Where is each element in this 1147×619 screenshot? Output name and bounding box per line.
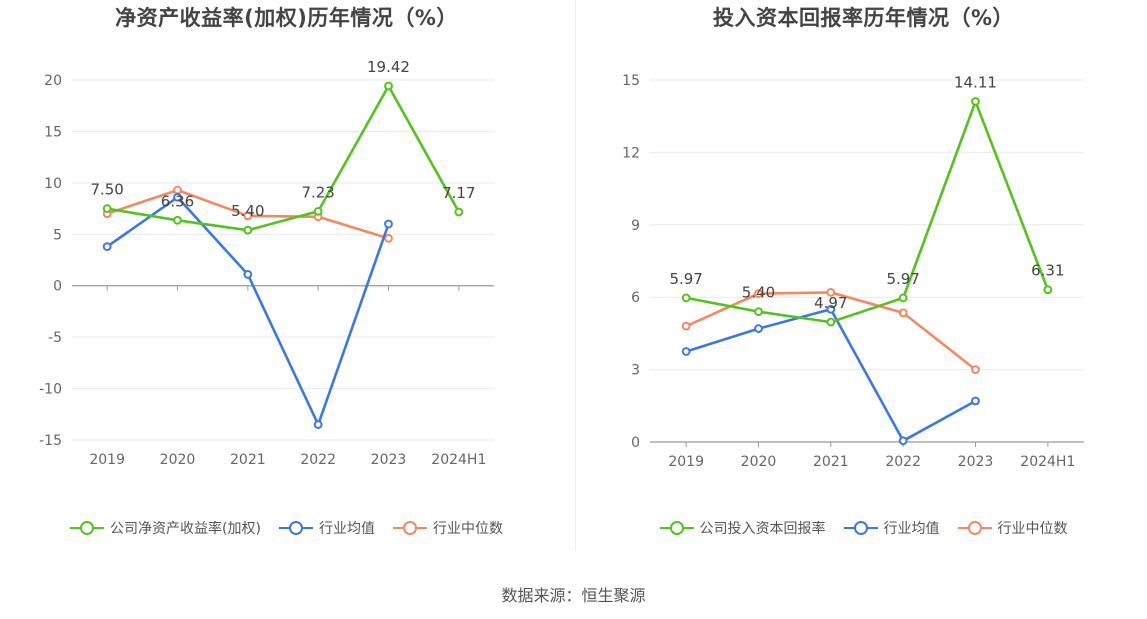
data-point xyxy=(681,321,691,331)
series-line xyxy=(685,308,977,443)
data-point xyxy=(1043,285,1053,295)
chart-title: 投入资本回报率历年情况（%） xyxy=(712,6,1015,30)
legend-swatch-icon xyxy=(957,521,992,535)
y-tick-label: 15 xyxy=(44,124,62,140)
series-line xyxy=(106,84,460,232)
data-label: 7.23 xyxy=(301,183,334,201)
data-point xyxy=(173,192,182,202)
y-tick-label: 12 xyxy=(622,145,640,161)
data-point xyxy=(898,436,908,446)
y-tick-label: 20 xyxy=(44,73,62,89)
legend-swatch-icon xyxy=(278,521,313,535)
y-tick-label: -10 xyxy=(39,382,62,398)
y-tick-label: 6 xyxy=(631,290,640,306)
x-tick-label: 2021 xyxy=(230,452,266,468)
y-tick-label: 5 xyxy=(53,227,62,243)
data-point xyxy=(971,365,980,375)
roe-chart-panel: 净资产收益率(加权)历年情况（%） 20 15 10 5 0 -5 -10 -15 2019 20… xyxy=(0,0,573,560)
x-tick-label: 2024H1 xyxy=(1020,454,1075,470)
data-point xyxy=(681,347,691,356)
legend-item[interactable]: 行业均值 xyxy=(843,518,940,538)
data-point xyxy=(384,81,393,91)
x-tick-label: 2019 xyxy=(668,454,704,470)
legend-label: 行业中位数 xyxy=(432,521,503,537)
legend-label: 行业均值 xyxy=(318,521,375,537)
data-label: 5.97 xyxy=(669,270,702,288)
legend-label: 公司投入资本回报率 xyxy=(699,521,826,537)
data-point xyxy=(681,293,691,303)
data-point xyxy=(826,317,836,327)
y-tick-label: 9 xyxy=(631,218,640,234)
y-tick-label: 10 xyxy=(44,176,62,192)
y-tick-label: 0 xyxy=(53,279,62,295)
data-point xyxy=(898,293,908,303)
x-tick-label: 2023 xyxy=(371,452,407,468)
y-tick-label: 15 xyxy=(622,73,640,89)
data-point xyxy=(313,420,323,429)
data-point xyxy=(754,324,763,333)
x-tick-label: 2020 xyxy=(160,452,196,468)
data-label: 14.11 xyxy=(954,73,997,91)
x-tick-label: 2024H1 xyxy=(431,452,486,468)
x-tick-label: 2019 xyxy=(89,452,125,468)
roe-line-chart: 20 15 10 5 0 -5 -10 -15 2019 2020 2021 2022 2023 2024… xyxy=(39,58,494,468)
data-point xyxy=(826,287,836,297)
data-source: 数据来源：恒生聚源 xyxy=(501,586,646,605)
legend-item[interactable]: 公司投入资本回报率 xyxy=(659,518,826,538)
legend-item[interactable]: 公司净资产收益率(加权) xyxy=(70,518,261,538)
legend-label: 行业中位数 xyxy=(997,521,1068,537)
data-point xyxy=(243,211,253,221)
chart-legend: 公司净资产收益率(加权) 行业均值 行业中位数 xyxy=(0,518,573,538)
data-point xyxy=(102,204,112,213)
legend-swatch-icon xyxy=(843,521,878,535)
data-point xyxy=(173,215,182,225)
data-label: 5.40 xyxy=(742,284,775,302)
x-tick-label: 2022 xyxy=(885,454,921,470)
legend-item[interactable]: 行业中位数 xyxy=(392,518,503,538)
panel-divider xyxy=(575,0,576,550)
data-point xyxy=(102,242,112,252)
data-point xyxy=(754,307,763,317)
data-point xyxy=(384,219,393,229)
roic-chart-panel: 投入资本回报率历年情况（%） 15 12 9 6 3 0 2019 2020 2021 2022 2… xyxy=(577,0,1147,560)
data-label: 5.97 xyxy=(886,270,919,288)
data-point xyxy=(243,270,253,279)
data-point xyxy=(898,308,908,318)
legend-swatch-icon xyxy=(392,521,427,535)
x-tick-label: 2022 xyxy=(300,452,336,468)
data-label: 5.40 xyxy=(231,202,264,220)
data-point xyxy=(384,234,393,243)
y-tick-label: 3 xyxy=(631,363,640,379)
legend-item[interactable]: 行业均值 xyxy=(278,518,375,538)
data-label: 4.97 xyxy=(814,294,847,312)
roic-line-chart: 15 12 9 6 3 0 2019 2020 2021 2022 2023 2024H1 5.97 5.… xyxy=(622,73,1084,470)
data-label: 19.42 xyxy=(367,58,410,76)
legend-swatch-icon xyxy=(70,521,105,535)
data-label: 6.36 xyxy=(161,192,194,210)
data-point xyxy=(971,396,980,406)
x-tick-label: 2023 xyxy=(958,454,994,470)
data-label: 6.31 xyxy=(1031,262,1064,280)
data-point xyxy=(243,225,253,235)
data-point xyxy=(826,304,836,314)
x-tick-label: 2021 xyxy=(813,454,849,470)
legend-label: 行业均值 xyxy=(883,521,940,537)
y-tick-label: -5 xyxy=(48,330,62,346)
y-tick-label: 0 xyxy=(631,435,640,451)
y-tick-label: -15 xyxy=(39,433,62,449)
data-point xyxy=(454,207,464,217)
chart-legend: 公司投入资本回报率 行业均值 行业中位数 xyxy=(577,518,1147,538)
legend-item[interactable]: 行业中位数 xyxy=(957,518,1068,538)
data-point xyxy=(971,97,980,106)
data-point xyxy=(313,206,323,216)
data-label: 7.50 xyxy=(90,181,123,199)
data-point xyxy=(754,289,763,298)
series-line xyxy=(685,100,1050,324)
legend-label: 公司净资产收益率(加权) xyxy=(110,521,261,537)
legend-swatch-icon xyxy=(659,521,694,535)
chart-title: 净资产收益率(加权)历年情况（%） xyxy=(115,6,458,30)
data-label: 7.17 xyxy=(442,184,475,202)
x-tick-label: 2020 xyxy=(741,454,777,470)
